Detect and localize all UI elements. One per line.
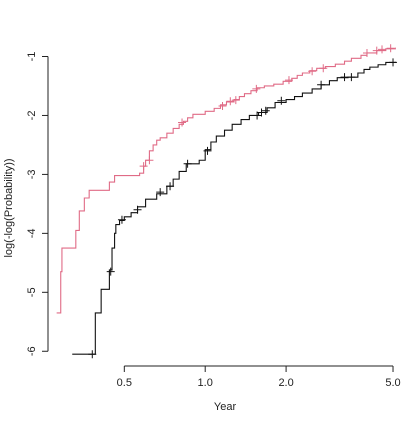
y-tick-label: -3 [26, 170, 38, 180]
axes-layer: 0.5 1.0 2.0 5.0 -1 -2 -3 -4 -5 -6 [26, 52, 401, 389]
series-1-step-line [56, 47, 396, 314]
series-1-censor-mark [378, 45, 387, 54]
series-1-censor-mark [308, 67, 317, 76]
series-1-censor-mark [284, 76, 293, 85]
x-tick-label: 5.0 [385, 377, 400, 389]
series-1-censor-mark [218, 102, 227, 111]
y-tick-label: -2 [26, 111, 38, 121]
series-1-censor-mark [139, 162, 148, 171]
series-1-censor-mark [252, 84, 261, 93]
y-tick-label: -1 [26, 52, 38, 62]
series-layer [56, 44, 398, 359]
y-tick-label: -5 [26, 287, 38, 297]
x-tick-label: 1.0 [198, 377, 213, 389]
series-1-censor-mark [145, 156, 154, 165]
series-2-censor-mark [88, 350, 97, 359]
x-tick-label: 2.0 [278, 377, 293, 389]
series-2-censor-mark [257, 108, 266, 117]
series-2-censor-mark [156, 188, 165, 197]
y-tick-label: -4 [26, 228, 38, 238]
series-2-censor-mark [183, 159, 192, 168]
x-tick-label: 0.5 [117, 377, 132, 389]
series-1-censor-mark [319, 64, 328, 73]
series-2-censor-mark [203, 146, 212, 155]
y-tick-label: -6 [26, 346, 38, 356]
series-2-censor-mark [317, 80, 326, 89]
series-1-censor-mark [386, 44, 395, 53]
series-2-censor-mark [261, 106, 270, 115]
series-2-censor-mark [117, 215, 126, 224]
series-1-censor-mark [178, 118, 187, 127]
series-2-censor-mark [340, 73, 349, 82]
series-1-censor-mark [362, 48, 371, 57]
series-1-censor-mark [372, 46, 381, 55]
series-2-censor-mark [133, 205, 142, 214]
series-1-censor-mark [226, 97, 235, 106]
series-1-censor-mark [231, 96, 240, 105]
series-2-censor-mark [277, 96, 286, 105]
series-2-censor-mark [253, 111, 262, 120]
series-2-censor-mark [347, 73, 356, 82]
series-2-censor-mark [106, 267, 115, 276]
series-2-step-line [72, 61, 396, 355]
series-2-censor-mark [389, 58, 398, 67]
y-axis-title: log(-log(Probability)) [3, 158, 15, 257]
x-axis-title: Year [214, 401, 237, 413]
series-2-censor-mark [166, 182, 175, 191]
